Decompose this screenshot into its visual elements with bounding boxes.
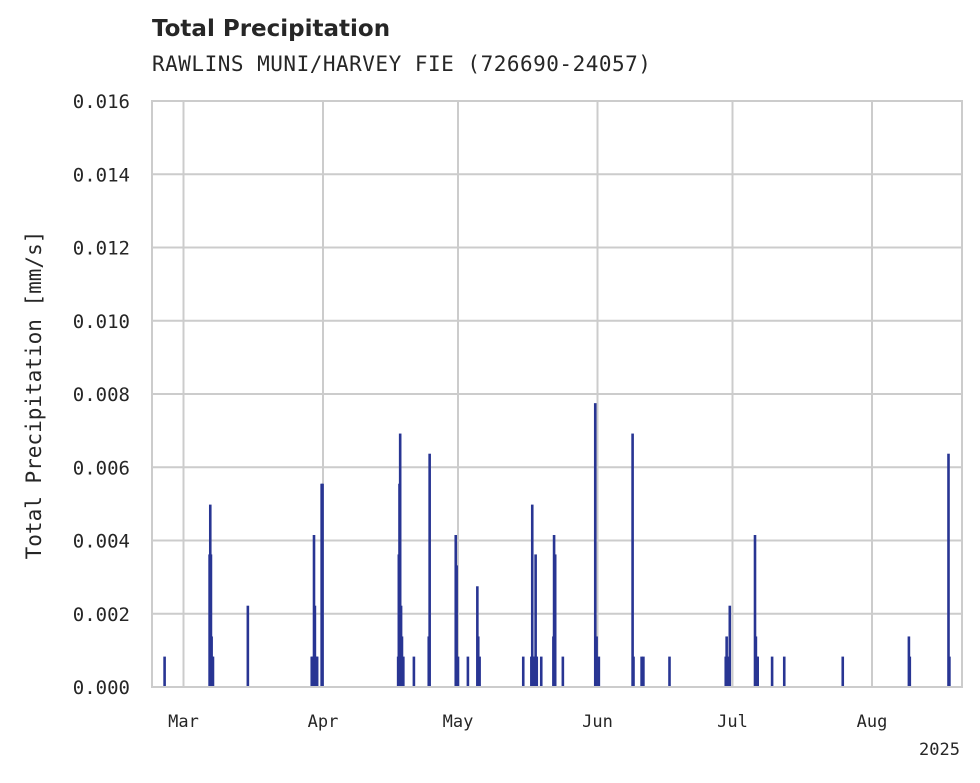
plot-frame xyxy=(151,100,963,688)
precip-bar xyxy=(456,656,460,687)
precip-bar xyxy=(756,656,759,687)
y-tick-label: 0.010 xyxy=(73,311,130,333)
precip-bar xyxy=(311,656,314,687)
precip-bar xyxy=(466,656,470,687)
precip-bar xyxy=(595,636,598,687)
chart-title: Total Precipitation xyxy=(152,16,391,42)
precip-bar xyxy=(908,656,912,687)
x-tick-label: Mar xyxy=(168,712,199,732)
precip-bar xyxy=(478,656,481,687)
y-tick-label: 0.016 xyxy=(73,91,130,113)
precip-bar xyxy=(209,554,213,687)
precip-bar xyxy=(593,403,597,687)
y-tick-label: 0.014 xyxy=(73,164,130,186)
chart-subtitle: RAWLINS MUNI/HARVEY FIE (726690-24057) xyxy=(152,52,652,76)
precip-bar xyxy=(539,656,543,687)
y-tick-label: 0.000 xyxy=(73,677,130,699)
precip-bar xyxy=(315,656,319,687)
precip-bar xyxy=(753,535,757,687)
precip-bar xyxy=(402,656,405,687)
precip-bar xyxy=(561,656,565,687)
precip-bar xyxy=(726,656,730,687)
precip-bar xyxy=(428,453,431,687)
precip-bar xyxy=(947,453,950,687)
precip-bar xyxy=(211,656,215,687)
precip-bar xyxy=(313,605,317,687)
precip-bar xyxy=(841,656,845,687)
grid-lines xyxy=(152,100,962,688)
precip-bar xyxy=(534,554,537,687)
precip-bar xyxy=(948,656,951,687)
precip-bar xyxy=(642,656,645,687)
precip-bar xyxy=(530,504,534,687)
precip-bar xyxy=(728,605,732,687)
precip-bar xyxy=(535,656,539,687)
y-axis-label: Total Precipitation [mm/s] xyxy=(22,231,46,560)
x-tick-label: Jun xyxy=(582,712,613,732)
y-tick-label: 0.012 xyxy=(73,238,130,260)
precip-bar xyxy=(725,636,728,687)
y-axis-ticks: 0.000 0.002 0.004 0.006 0.008 0.010 0.012 0.014… xyxy=(73,91,130,699)
y-tick-label: 0.008 xyxy=(73,384,130,406)
precip-bar xyxy=(476,636,480,687)
precip-bar xyxy=(412,656,416,687)
precip-bar xyxy=(398,433,402,687)
y-tick-label: 0.004 xyxy=(73,531,130,553)
precip-bar xyxy=(532,656,536,687)
x-tick-label: Apr xyxy=(308,712,339,732)
precip-bar xyxy=(321,483,324,687)
y-tick-label: 0.006 xyxy=(73,457,130,479)
precip-bar xyxy=(640,656,643,687)
precip-bar xyxy=(782,656,786,687)
precip-bar xyxy=(163,656,166,687)
y-tick-label: 0.002 xyxy=(73,604,130,626)
x-tick-label: May xyxy=(443,712,474,732)
precip-bar xyxy=(400,636,404,687)
precip-bar xyxy=(631,433,634,687)
year-label: 2025 xyxy=(919,740,960,760)
bar-series xyxy=(163,403,951,687)
precip-bar xyxy=(668,656,671,687)
x-tick-label: Jul xyxy=(717,712,748,732)
precip-bar xyxy=(597,656,601,687)
precip-bar xyxy=(246,605,250,687)
precip-bar xyxy=(455,565,458,687)
precip-bar xyxy=(553,554,557,687)
precip-bar xyxy=(521,656,525,687)
precip-bar xyxy=(632,656,635,687)
x-tick-label: Aug xyxy=(857,712,888,732)
x-axis-ticks: Mar Apr May Jun Jul Aug xyxy=(168,712,887,732)
precip-bar xyxy=(770,656,774,687)
